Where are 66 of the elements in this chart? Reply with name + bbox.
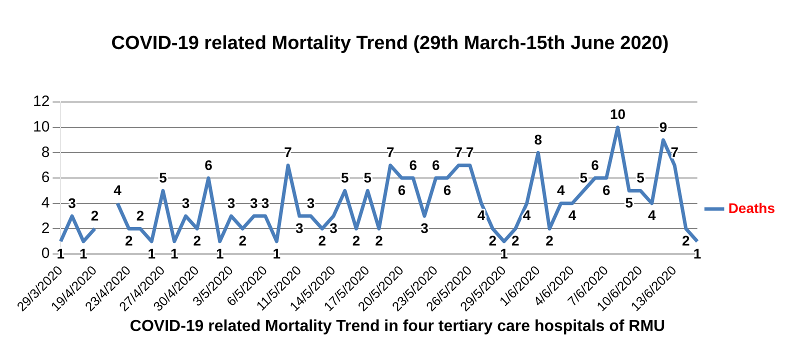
data-label: 8 bbox=[534, 132, 542, 148]
data-label: 5 bbox=[340, 170, 349, 186]
data-label: 2 bbox=[193, 232, 202, 249]
data-label: 6 bbox=[409, 156, 418, 173]
data-label: 6 bbox=[443, 182, 452, 198]
data-label: 2 bbox=[238, 232, 247, 249]
data-label: 7 bbox=[284, 144, 292, 160]
data-label: 3 bbox=[68, 194, 76, 211]
data-label: 7 bbox=[386, 144, 394, 160]
data-label: 2 bbox=[136, 208, 144, 224]
data-label: 1 bbox=[500, 245, 508, 262]
data-label: 3 bbox=[306, 194, 315, 211]
y-tick-label: 0 bbox=[41, 245, 50, 262]
y-tick-label: 12 bbox=[32, 93, 50, 110]
data-label: 5 bbox=[364, 170, 372, 186]
data-label: 7 bbox=[466, 144, 474, 160]
data-label: 10 bbox=[610, 106, 626, 122]
data-label: 2 bbox=[124, 232, 133, 249]
legend-label: Deaths bbox=[728, 200, 776, 216]
data-label: 4 bbox=[477, 207, 486, 224]
data-label: 6 bbox=[204, 156, 213, 173]
data-label: 2 bbox=[546, 232, 554, 249]
data-label: 9 bbox=[659, 118, 668, 135]
data-label: 3 bbox=[296, 220, 304, 236]
y-tick-label: 10 bbox=[32, 118, 50, 136]
data-label: 5 bbox=[580, 170, 588, 186]
data-label: 6 bbox=[432, 156, 440, 173]
text: COVID-19 related Mortality Trend in four tertiary care hospitals of RMU bbox=[128, 318, 666, 336]
data-label: 1 bbox=[170, 245, 178, 262]
data-label: 3 bbox=[330, 220, 338, 236]
data-label: 2 bbox=[352, 232, 360, 249]
data-label: 3 bbox=[227, 194, 236, 211]
y-tick-label: 4 bbox=[41, 194, 50, 212]
data-label: 1 bbox=[216, 245, 224, 262]
data-label: 3 bbox=[250, 194, 258, 211]
data-label: 1 bbox=[272, 245, 281, 262]
data-label: 2 bbox=[682, 232, 690, 249]
data-label: 2 bbox=[318, 232, 326, 249]
data-label: 1 bbox=[693, 245, 702, 262]
data-label: 5 bbox=[159, 170, 168, 186]
data-label: 6 bbox=[602, 182, 610, 198]
data-label: 1 bbox=[148, 245, 156, 262]
y-tick-label: 6 bbox=[41, 169, 50, 186]
data-label: 7 bbox=[454, 144, 463, 160]
data-label: 1 bbox=[56, 245, 65, 262]
data-label: 2 bbox=[90, 208, 99, 224]
data-label: 5 bbox=[636, 170, 645, 186]
data-label: 7 bbox=[670, 144, 679, 160]
data-label: 6 bbox=[591, 156, 600, 173]
data-label: 2 bbox=[375, 232, 384, 249]
data-label: 4 bbox=[114, 182, 122, 198]
y-tick-label: 8 bbox=[41, 144, 50, 161]
y-tick-label: 2 bbox=[41, 220, 50, 237]
data-label: 1 bbox=[80, 245, 88, 262]
data-label: 6 bbox=[398, 182, 406, 198]
data-label: 3 bbox=[420, 220, 429, 236]
data-label: 4 bbox=[522, 207, 531, 224]
data-label: 4 bbox=[568, 207, 576, 224]
data-label: 3 bbox=[261, 194, 270, 211]
data-label: 3 bbox=[182, 194, 190, 211]
data-label: 5 bbox=[625, 194, 634, 211]
data-label: 2 bbox=[512, 232, 520, 249]
data-label: 4 bbox=[557, 182, 565, 198]
data-label: 4 bbox=[648, 207, 656, 224]
chart-title: COVID-19 related Mortality Trend (29th March-15th June 2020) bbox=[110, 32, 670, 56]
data-label: 2 bbox=[488, 232, 497, 249]
